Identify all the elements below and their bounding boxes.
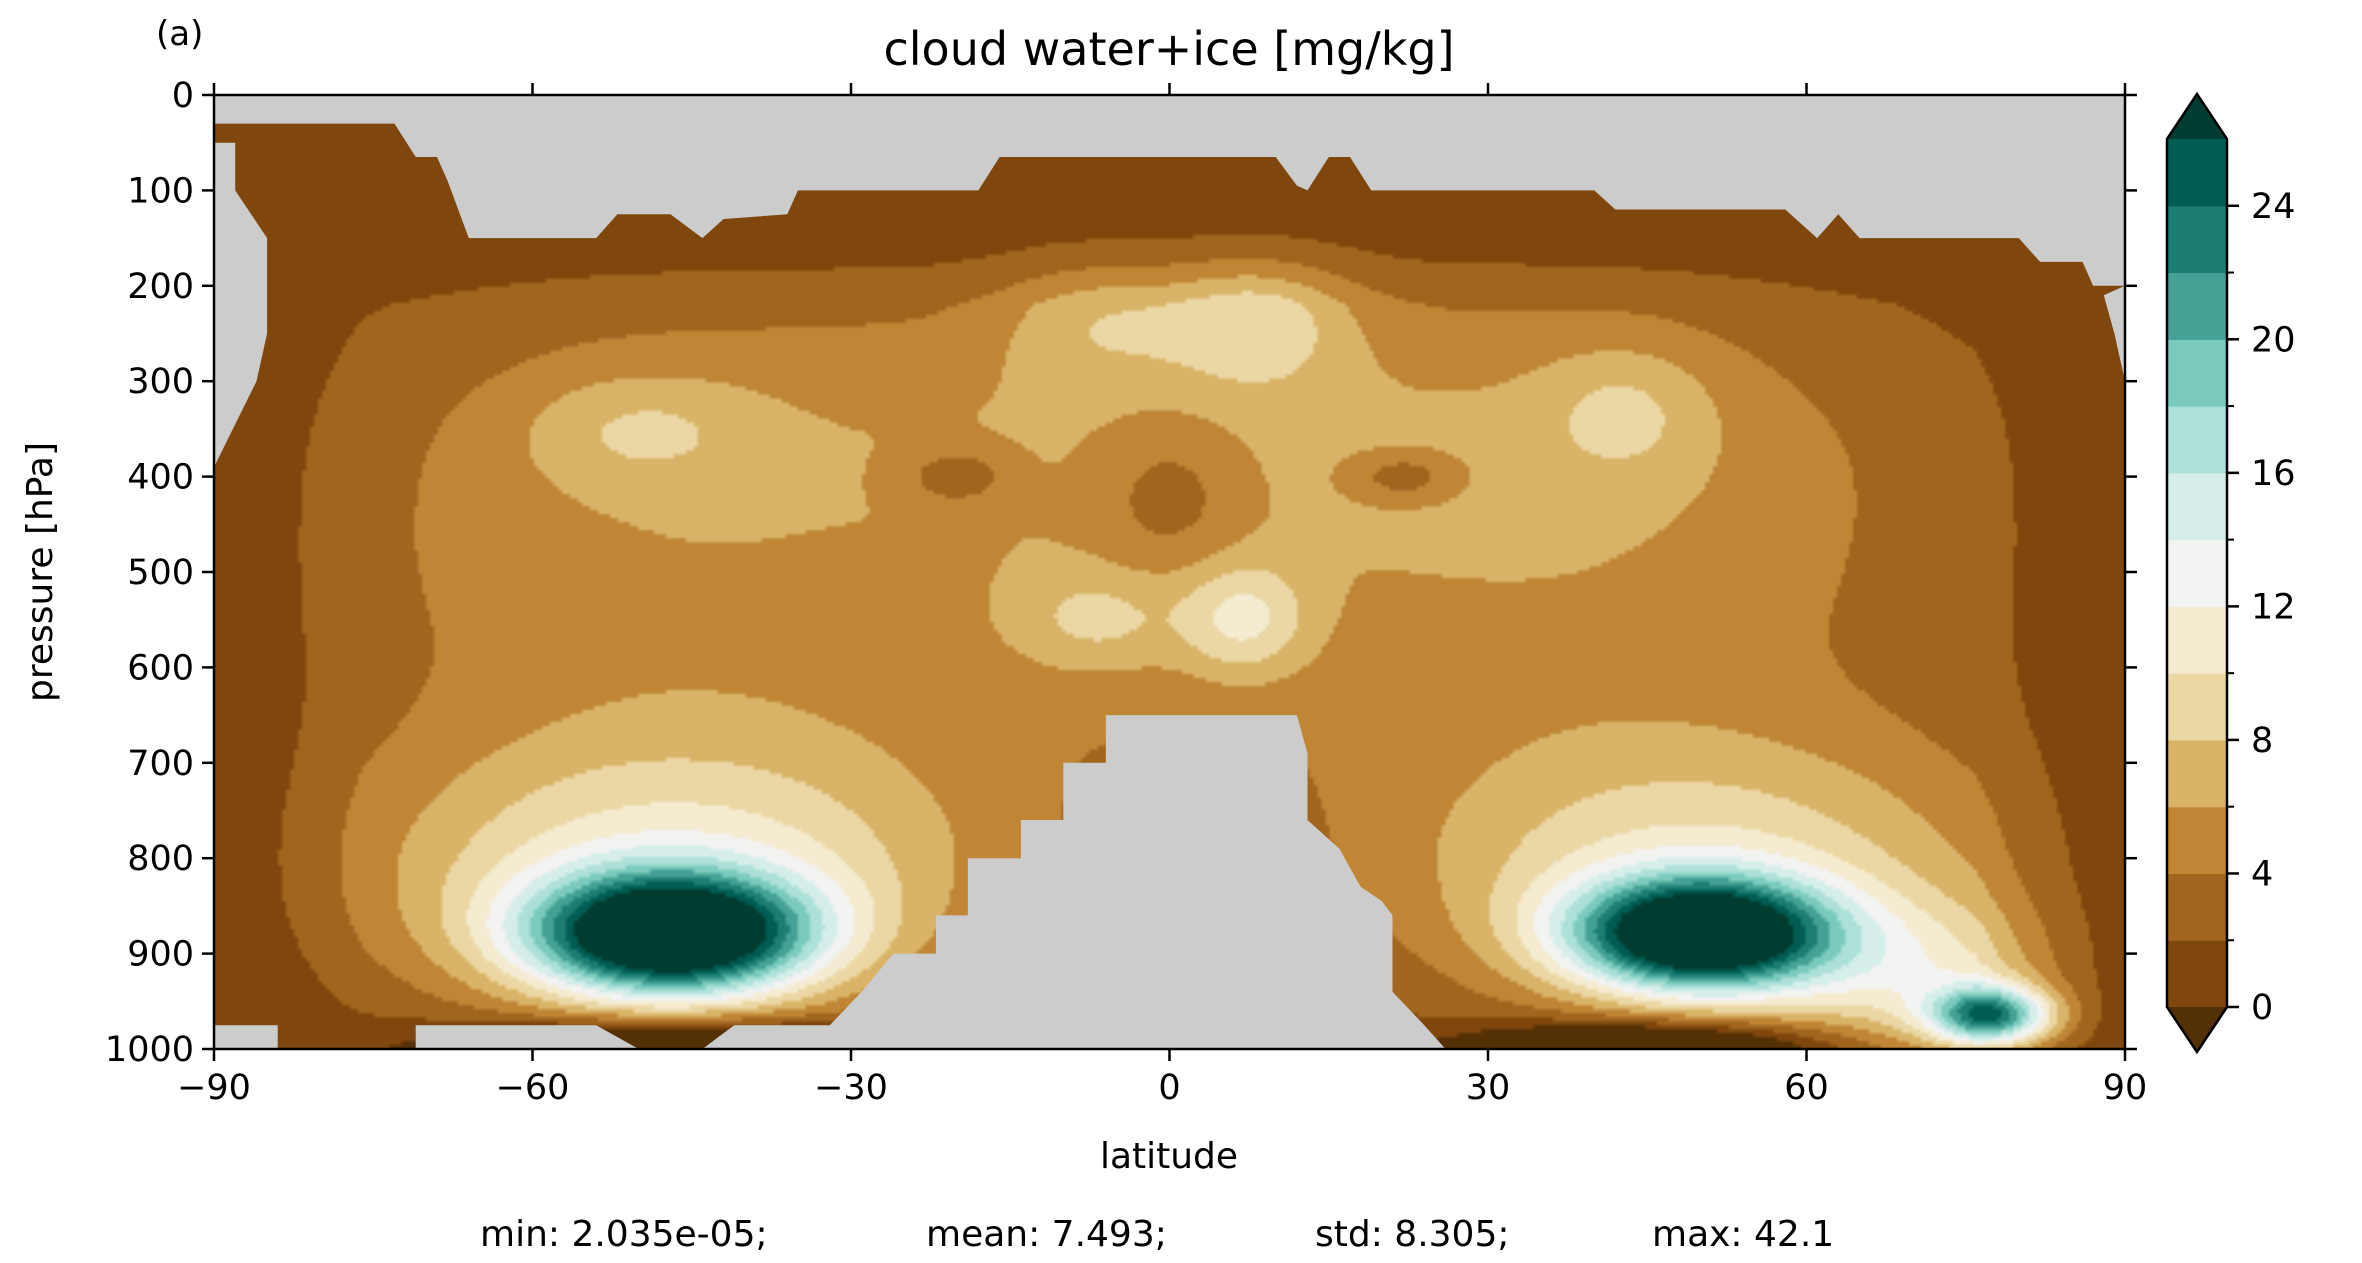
colorbar-segment [2167,539,2227,607]
colorbar-segment [2167,272,2227,340]
colorbar-segment [2167,139,2227,207]
colorbar-segment [2167,873,2227,941]
x-tick-label: 90 [2103,1068,2148,1108]
missing-surface-strip [415,1025,639,1049]
y-axis: 0 100 200 300 400 500 600 700 800 900 1000 [105,76,2137,1070]
stat-max: max: 42.1 [1652,1214,1834,1255]
colorbar-segment [2167,606,2227,674]
missing-data-mask [214,95,2125,1049]
y-tick-label: 500 [127,553,194,593]
stats-line: min: 2.035e-05; mean: 7.493; std: 8.305;… [480,1214,1834,1255]
y-tick-label: 400 [127,458,194,498]
y-tick-label: 900 [127,935,194,975]
stat-std: std: 8.305; [1315,1214,1509,1255]
y-tick-label: 700 [127,744,194,784]
panel-label: (a) [156,14,203,54]
colorbar-extend-over [2167,94,2227,139]
colorbar-segment [2167,739,2227,808]
colorbar: 0 4 8 12 16 20 24 [2165,91,2296,1055]
x-tick-label: 0 [1158,1068,1180,1108]
chart-title: cloud water+ice [mg/kg] [883,22,1454,76]
y-axis-label: pressure [hPa] [20,442,61,702]
colorbar-tick-label: 4 [2251,854,2273,894]
colorbar-segment [2167,339,2227,407]
colorbar-tick-label: 0 [2251,988,2273,1028]
x-axis-label: latitude [1100,1136,1238,1177]
x-tick-label: −90 [177,1068,251,1108]
missing-surface-strip [702,1025,809,1049]
y-tick-label: 200 [127,267,194,307]
stat-mean: mean: 7.493; [926,1214,1167,1255]
colorbar-tick-label: 20 [2251,320,2296,360]
missing-left-edge [214,95,268,468]
x-tick-label: 60 [1784,1068,1829,1108]
y-tick-label: 800 [127,839,194,879]
y-tick-label: 600 [127,648,194,688]
colorbar-tick-label: 16 [2251,454,2296,494]
missing-surface-strip [214,1025,278,1049]
colorbar-segment [2167,472,2227,541]
colorbar-segment [2167,673,2227,741]
plot-area [212,93,2127,1051]
missing-orography [808,715,1446,1049]
missing-right-edge [2103,285,2125,382]
y-tick-label: 1000 [105,1030,194,1070]
x-tick-label: 30 [1466,1068,1511,1108]
missing-top-band [214,95,2125,286]
x-tick-label: −30 [814,1068,888,1108]
y-tick-label: 100 [127,171,194,211]
colorbar-tick-label: 12 [2251,587,2296,627]
y-tick-label: 0 [172,76,194,116]
x-tick-label: −60 [496,1068,570,1108]
y-tick-label: 300 [127,362,194,402]
colorbar-segment [2167,406,2227,474]
colorbar-segment [2167,940,2227,1008]
x-axis: −90 −60 −30 0 30 60 90 [177,83,2147,1108]
colorbar-segment [2167,806,2227,875]
colorbar-tick-label: 24 [2251,187,2296,227]
colorbar-extend-under [2167,1007,2227,1052]
colorbar-segment [2167,205,2227,274]
stat-min: min: 2.035e-05; [480,1214,768,1255]
colorbar-tick-label: 8 [2251,721,2273,761]
